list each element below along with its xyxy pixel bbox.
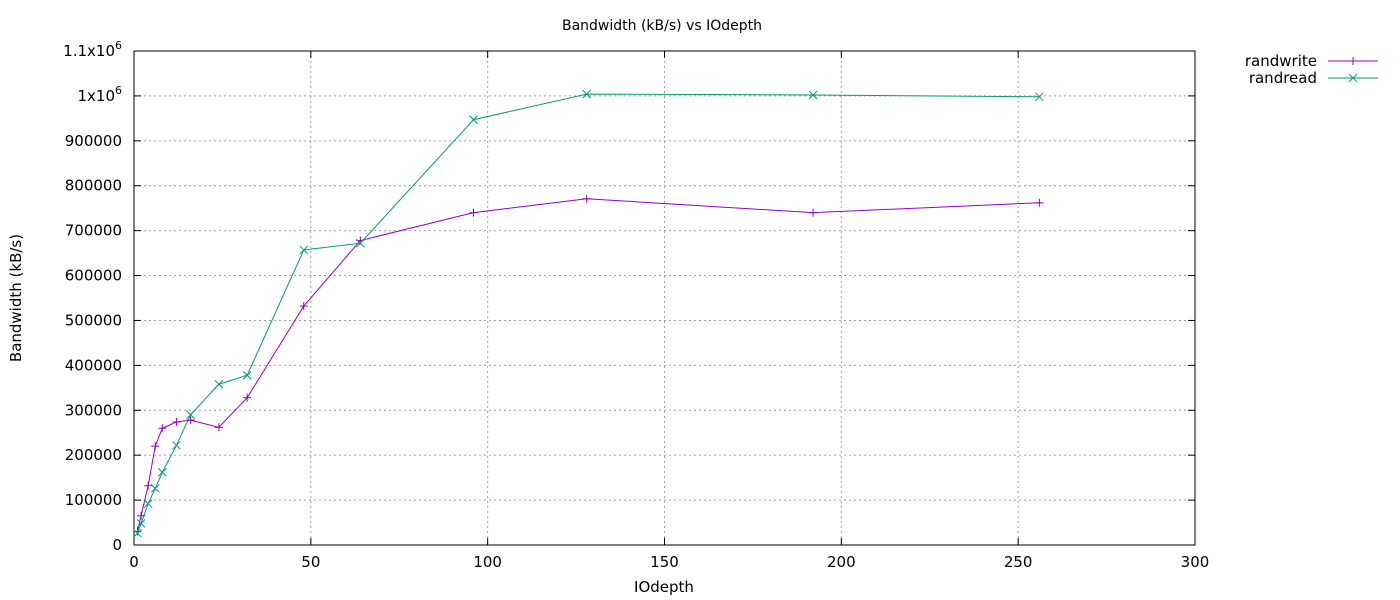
data-point-randwrite xyxy=(809,208,818,217)
data-point-randread xyxy=(1035,92,1044,102)
y-tick-label: 900000 xyxy=(65,132,122,150)
y-tick-label: 1x106 xyxy=(77,84,122,105)
data-point-randwrite xyxy=(582,194,591,203)
y-tick-label: 600000 xyxy=(65,267,122,285)
chart-title: Bandwidth (kB/s) vs IOdepth xyxy=(562,18,762,34)
data-point-randread xyxy=(172,440,181,450)
data-point-randread xyxy=(186,410,195,420)
data-point-randread xyxy=(157,467,167,477)
y-tick-label-base: 900000 xyxy=(65,132,122,150)
series-line-randread xyxy=(137,93,1040,534)
data-point-randwrite xyxy=(243,393,252,402)
data-point-randread xyxy=(355,238,365,248)
grid xyxy=(134,51,1195,545)
x-axis-label: IOdepth xyxy=(634,578,694,596)
y-axis-label: Bandwidth (kB/s) xyxy=(7,234,25,362)
y-tick-label: 700000 xyxy=(65,222,122,240)
x-tick-label: 50 xyxy=(301,553,320,571)
y-tick-label-base: 400000 xyxy=(65,356,122,374)
data-point-randread xyxy=(469,115,478,125)
data-point-randwrite xyxy=(144,481,153,490)
legend-marker-randread xyxy=(1348,73,1358,83)
data-point-randread xyxy=(143,499,153,509)
data-point-randwrite xyxy=(1035,198,1044,207)
data-point-randwrite xyxy=(299,302,308,311)
legend-label-randwrite: randwrite xyxy=(1245,52,1317,70)
y-tick-label: 500000 xyxy=(65,311,122,329)
y-tick-label-base: 1.1x10 xyxy=(63,42,115,60)
data-point-randread xyxy=(214,379,224,389)
x-tick-label: 200 xyxy=(827,553,856,571)
data-point-randread xyxy=(136,519,146,528)
x-tick-label: 300 xyxy=(1181,553,1210,571)
axis-ticks: 0 50 100 150 200 250 300 0 100000 200000 300000 400… xyxy=(63,39,1209,571)
x-tick-label: 250 xyxy=(1004,553,1033,571)
y-tick-label: 1.1x106 xyxy=(63,39,122,60)
y-tick-label-base: 700000 xyxy=(65,222,122,240)
data-point-randread xyxy=(150,484,160,493)
series-layer xyxy=(133,89,1044,538)
y-tick-label-base: 300000 xyxy=(65,401,122,419)
data-point-randread xyxy=(299,245,309,255)
y-tick-label-base: 0 xyxy=(112,536,122,554)
x-tick-label: 150 xyxy=(650,553,679,571)
data-point-randwrite xyxy=(158,424,167,433)
data-point-randwrite xyxy=(469,208,478,217)
legend-marker-randwrite xyxy=(1349,57,1357,65)
data-point-randread xyxy=(133,528,142,538)
data-point-randread xyxy=(582,89,592,99)
y-tick-label-base: 500000 xyxy=(65,311,122,329)
y-tick-label-base: 200000 xyxy=(65,446,122,464)
legend-label-randread: randread xyxy=(1249,69,1317,87)
y-tick-label: 300000 xyxy=(65,401,122,419)
x-tick-label: 100 xyxy=(473,553,502,571)
data-point-randwrite xyxy=(133,527,142,536)
y-tick-label: 800000 xyxy=(65,177,122,195)
y-tick-label: 400000 xyxy=(65,356,122,374)
data-point-randwrite xyxy=(172,417,181,426)
y-tick-label: 200000 xyxy=(65,446,122,464)
y-tick-label-base: 800000 xyxy=(65,177,122,195)
y-tick-label: 0 xyxy=(112,536,122,554)
data-point-randwrite xyxy=(214,423,223,432)
y-tick-label: 100000 xyxy=(65,491,122,509)
data-point-randread xyxy=(242,370,252,380)
y-tick-label-exponent: 6 xyxy=(115,84,122,97)
data-point-randread xyxy=(808,90,818,100)
data-point-randwrite xyxy=(151,442,160,451)
x-tick-label: 0 xyxy=(129,553,139,571)
y-tick-label-base: 100000 xyxy=(65,491,122,509)
y-tick-label-exponent: 6 xyxy=(115,39,122,52)
y-tick-label-base: 1x10 xyxy=(77,87,115,105)
y-tick-label-base: 600000 xyxy=(65,267,122,285)
